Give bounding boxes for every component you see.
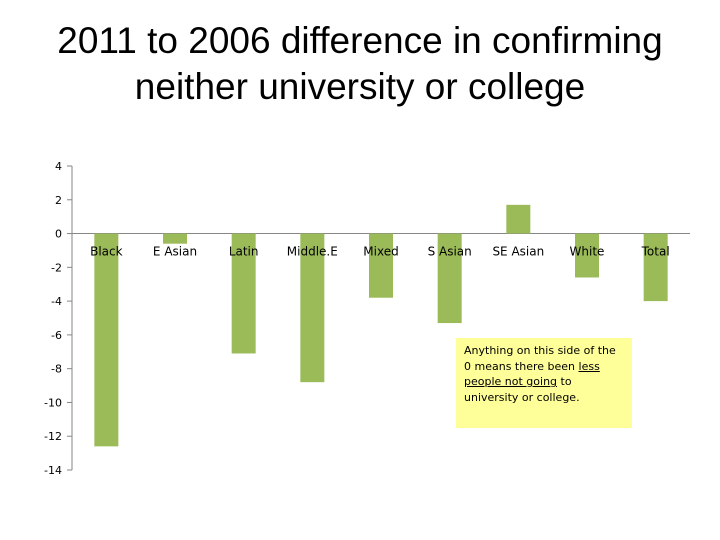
x-category-label: White	[570, 245, 605, 259]
y-tick-label: -10	[44, 396, 62, 409]
chart-title: 2011 to 2006 difference in confirming ne…	[57, 20, 663, 108]
x-category-label: Total	[641, 245, 670, 259]
annotation-underlined-text: less people not going	[464, 359, 600, 389]
chart-labels: 4 2 0 -2 -4 -6 -8 -10 -12 -14 Black E Asian Latin Mid…	[44, 160, 670, 477]
bar-se-asian	[506, 204, 531, 234]
bar-total	[643, 233, 668, 302]
y-tick-label: -2	[51, 261, 62, 274]
bar-s-asian	[437, 233, 462, 324]
bar-black	[94, 233, 119, 447]
y-tick-label: -14	[44, 464, 62, 477]
bar-mixed	[369, 233, 393, 298]
x-category-label: Latin	[229, 245, 259, 259]
y-tick-label: -4	[51, 295, 62, 308]
annotation-text-2: to university or college.	[464, 375, 580, 404]
y-tick-label: 2	[55, 194, 62, 207]
bar-e-asian	[163, 233, 187, 244]
x-category-label: SE Asian	[492, 245, 544, 259]
y-tick-label: 4	[55, 160, 62, 173]
bar-white	[575, 233, 599, 278]
y-tick-label: -12	[44, 430, 62, 443]
x-category-label: Mixed	[363, 245, 398, 259]
bar-middle-e	[300, 233, 325, 383]
y-tick-label: -8	[51, 363, 62, 376]
x-category-label: S Asian	[428, 245, 472, 259]
bar-latin	[231, 233, 256, 354]
annotation-note: Anything on this side of the 0 means the…	[456, 338, 632, 428]
x-category-label: Middle.E	[287, 245, 338, 259]
y-tick-label: -6	[51, 329, 62, 342]
x-category-label: E Asian	[153, 245, 197, 259]
chart-bars	[94, 204, 668, 447]
annotation-text-1: Anything on this side of the 0 means the…	[464, 344, 616, 373]
y-tick-label: 0	[55, 228, 62, 241]
x-category-label: Black	[90, 245, 123, 259]
